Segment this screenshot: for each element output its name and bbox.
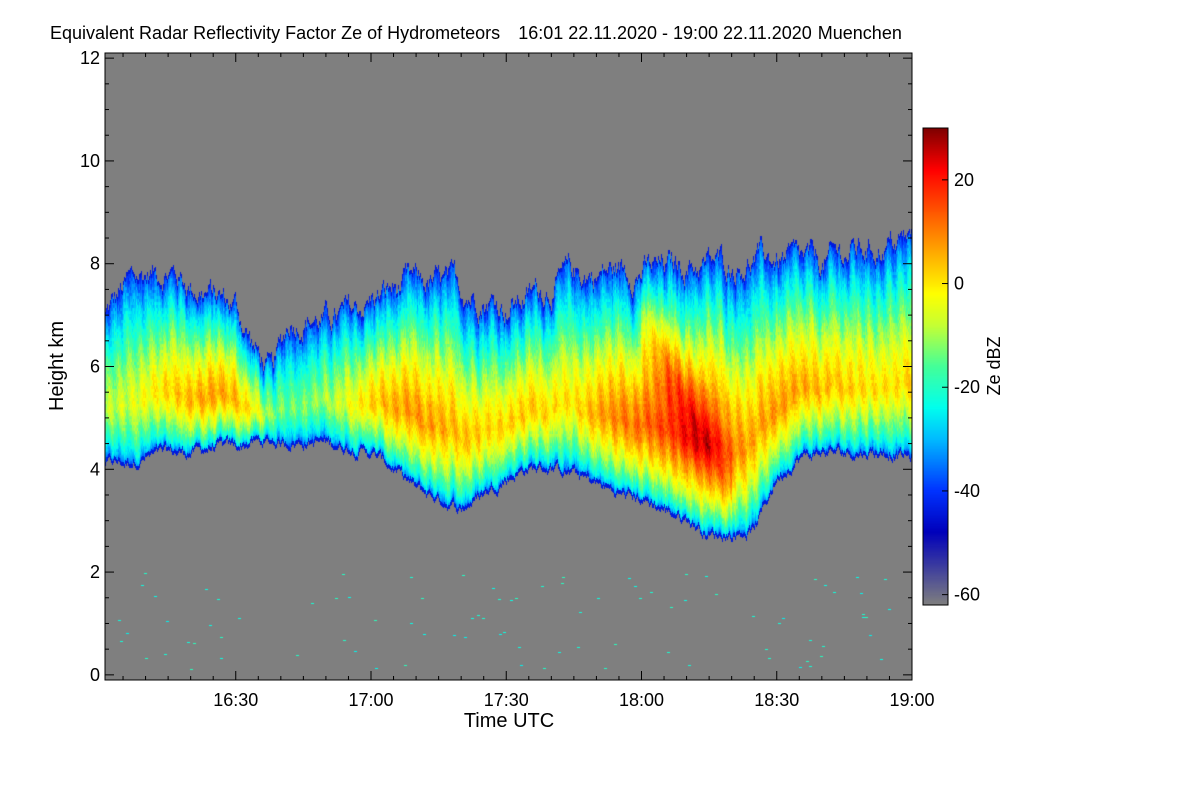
colorbar-tick-label: -60 [954, 585, 980, 605]
x-axis-label: Time UTC [464, 710, 554, 732]
colorbar-label: Ze dBZ [984, 336, 1004, 395]
colorbar: 20 0 -20 -40 -60 Ze dBZ [922, 127, 1004, 606]
x-tick-label: 17:30 [484, 690, 529, 710]
colorbar-tick-label: -20 [954, 377, 980, 397]
x-tick-label: 17:00 [348, 690, 393, 710]
x-tick-label: 18:00 [619, 690, 664, 710]
y-tick-label: 4 [90, 459, 100, 479]
colorbar-gradient [923, 128, 948, 605]
y-tick-label: 0 [90, 665, 100, 685]
colorbar-tick-label: 0 [954, 274, 964, 294]
x-tick-label: 19:00 [889, 690, 934, 710]
y-axis-ticks: 0 2 4 6 8 10 12 [80, 48, 912, 685]
chart-title: Equivalent Radar Reflectivity Factor Ze … [50, 23, 902, 43]
y-tick-label: 12 [80, 48, 100, 68]
x-tick-label: 18:30 [754, 690, 799, 710]
colorbar-ticks: 20 0 -20 -40 -60 [942, 170, 980, 605]
heatmap-image [105, 53, 912, 680]
colorbar-tick-label: -40 [954, 481, 980, 501]
y-tick-label: 6 [90, 357, 100, 377]
y-tick-label: 10 [80, 151, 100, 171]
plot-area: 16:30 17:00 17:30 18:00 18:30 19:00 0 2 4 6 8 10 12 [80, 48, 935, 710]
y-axis-label: Height km [46, 321, 68, 411]
x-axis-ticks: 16:30 17:00 17:30 18:00 18:30 19:00 [122, 53, 935, 710]
y-tick-label: 2 [90, 562, 100, 582]
x-tick-label: 16:30 [213, 690, 258, 710]
y-tick-label: 8 [90, 254, 100, 274]
colorbar-tick-label: 20 [954, 170, 974, 190]
colorbar-frame [922, 127, 949, 606]
